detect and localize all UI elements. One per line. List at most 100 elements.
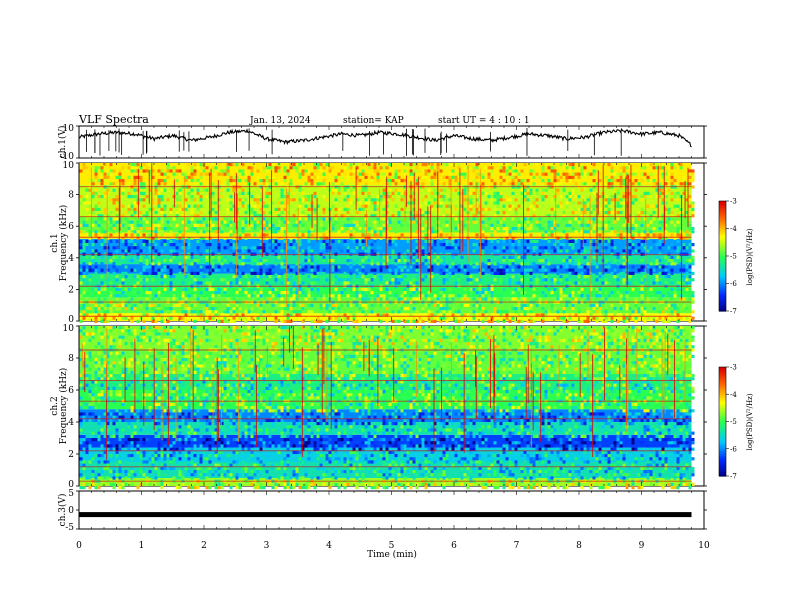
spectrogram-cell bbox=[98, 438, 101, 441]
spectrogram-cell bbox=[374, 221, 377, 224]
spectrogram-cell bbox=[83, 262, 86, 265]
spectrogram-cell bbox=[587, 221, 590, 224]
spectrogram-cell bbox=[92, 483, 95, 486]
spectrogram-cell bbox=[620, 198, 623, 201]
spectrogram-cell bbox=[86, 374, 89, 377]
spectrogram-cell bbox=[410, 173, 413, 176]
spectrogram-cell bbox=[83, 304, 86, 307]
spectrogram-cell bbox=[560, 176, 563, 179]
spectrogram-cell bbox=[113, 483, 116, 486]
spectrogram-cell bbox=[443, 307, 446, 310]
spectrogram-cell bbox=[404, 291, 407, 294]
spectrogram-cell bbox=[320, 246, 323, 249]
spectrogram-cell bbox=[251, 195, 254, 198]
spectrogram-cell bbox=[194, 249, 197, 252]
spectrogram-cell bbox=[677, 205, 680, 208]
spectrogram-cell bbox=[668, 211, 671, 214]
spectrogram-cell bbox=[692, 169, 695, 172]
spectrogram-cell bbox=[302, 211, 305, 214]
spectrogram-cell bbox=[272, 294, 275, 297]
spectrogram-cell bbox=[131, 224, 134, 227]
spectrogram-cell bbox=[431, 317, 434, 320]
spectrogram-cell bbox=[476, 278, 479, 281]
spectrogram-cell bbox=[671, 233, 674, 236]
spectrogram-cell bbox=[362, 291, 365, 294]
spectrogram-cell bbox=[398, 304, 401, 307]
spectrogram-cell bbox=[299, 198, 302, 201]
spectrogram-cell bbox=[584, 281, 587, 284]
spectrogram-cell bbox=[599, 278, 602, 281]
spectrogram-cell bbox=[674, 166, 677, 169]
spectrogram-cell bbox=[443, 198, 446, 201]
spectrogram-cell bbox=[644, 173, 647, 176]
spectrogram-cell bbox=[251, 272, 254, 275]
spectrogram-cell bbox=[80, 403, 83, 406]
spectrogram-cell bbox=[353, 249, 356, 252]
spectrogram-cell bbox=[143, 259, 146, 262]
spectrogram-cell bbox=[461, 256, 464, 259]
spectrogram-cell bbox=[392, 198, 395, 201]
spectrogram-cell bbox=[299, 269, 302, 272]
spectrogram-cell bbox=[344, 192, 347, 195]
spectrogram-cell bbox=[413, 259, 416, 262]
spectrogram-cell bbox=[338, 297, 341, 300]
spectrogram-cell bbox=[563, 189, 566, 192]
spectrogram-cell bbox=[488, 294, 491, 297]
spectrogram-cell bbox=[101, 243, 104, 246]
spectrogram-cell bbox=[161, 281, 164, 284]
spectrogram-cell bbox=[158, 201, 161, 204]
spectrogram-cell bbox=[365, 256, 368, 259]
spectrogram-cell bbox=[413, 291, 416, 294]
spectrogram-cell bbox=[539, 259, 542, 262]
spectrogram-cell bbox=[452, 275, 455, 278]
spectrogram-cell bbox=[242, 192, 245, 195]
spectrogram-cell bbox=[527, 256, 530, 259]
spectrogram-cell bbox=[563, 173, 566, 176]
spectrogram-cell bbox=[581, 169, 584, 172]
spectrogram-cell bbox=[200, 291, 203, 294]
spectrogram-cell bbox=[380, 275, 383, 278]
spectrogram-cell bbox=[143, 169, 146, 172]
spectrogram-cell bbox=[311, 275, 314, 278]
spectrogram-cell bbox=[320, 169, 323, 172]
spectrogram-cell bbox=[677, 221, 680, 224]
spectrogram-cell bbox=[83, 416, 86, 419]
spectrogram-cell bbox=[479, 281, 482, 284]
spectrogram-cell bbox=[314, 169, 317, 172]
spectrogram-cell bbox=[95, 326, 98, 329]
spectrogram-cell bbox=[293, 288, 296, 291]
spectrogram-cell bbox=[104, 460, 107, 463]
spectrogram-cell bbox=[179, 192, 182, 195]
spectrogram-cell bbox=[314, 281, 317, 284]
spectrogram-cell bbox=[248, 307, 251, 310]
spectrogram-cell bbox=[200, 275, 203, 278]
spectrogram-cell bbox=[596, 297, 599, 300]
spectrogram-cell bbox=[395, 243, 398, 246]
spectrogram-cell bbox=[227, 304, 230, 307]
spectrogram-cell bbox=[119, 339, 122, 342]
spectrogram-cell bbox=[434, 288, 437, 291]
spectrogram-cell bbox=[455, 205, 458, 208]
spectrogram-cell bbox=[383, 173, 386, 176]
spectrogram-cell bbox=[524, 163, 527, 166]
spectrogram-cell bbox=[242, 317, 245, 320]
spectrogram-cell bbox=[191, 227, 194, 230]
spectrogram-cell bbox=[545, 275, 548, 278]
spectrogram-cell bbox=[452, 243, 455, 246]
spectrogram-cell bbox=[281, 205, 284, 208]
spectrogram-cell bbox=[95, 307, 98, 310]
spectrogram-cell bbox=[194, 179, 197, 182]
spectrogram-cell bbox=[383, 304, 386, 307]
spectrogram-cell bbox=[452, 246, 455, 249]
spectrogram-cell bbox=[455, 189, 458, 192]
spectrogram-cell bbox=[428, 256, 431, 259]
spectrogram-cell bbox=[218, 163, 221, 166]
spectrogram-cell bbox=[626, 294, 629, 297]
spectrogram-cell bbox=[149, 246, 152, 249]
spectrogram-cell bbox=[116, 444, 119, 447]
spectrogram-cell bbox=[257, 221, 260, 224]
spectrogram-cell bbox=[608, 182, 611, 185]
spectrogram-cell bbox=[80, 464, 83, 467]
spectrogram-cell bbox=[593, 201, 596, 204]
spectrogram-cell bbox=[623, 317, 626, 320]
